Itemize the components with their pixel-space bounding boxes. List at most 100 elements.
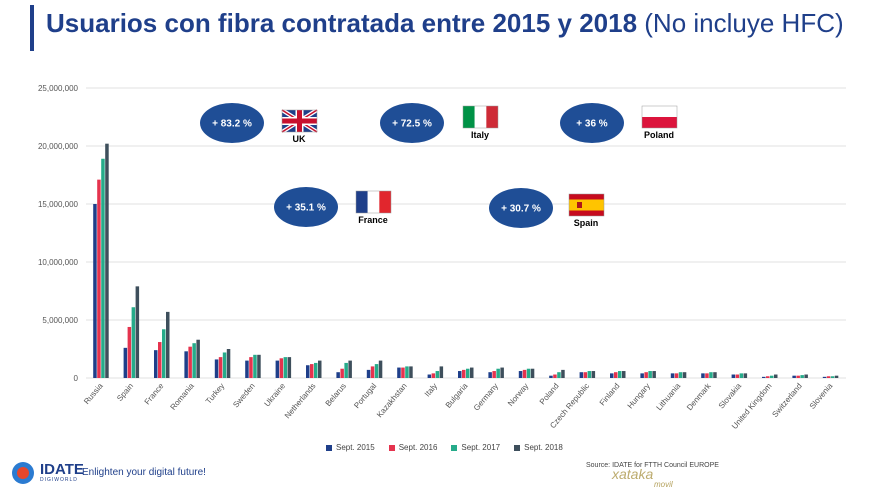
bar xyxy=(131,307,136,378)
xataka-watermark-sub: movil xyxy=(654,480,673,489)
growth-value: + 72.5 % xyxy=(392,119,432,130)
bar xyxy=(492,371,496,378)
bar xyxy=(553,374,557,378)
country-label: France xyxy=(358,215,388,225)
bar xyxy=(774,374,778,378)
bar xyxy=(830,376,835,378)
growth-value: + 36 % xyxy=(576,119,608,130)
bar xyxy=(822,376,827,378)
bar xyxy=(397,367,401,378)
bar xyxy=(218,357,223,378)
bar xyxy=(275,360,280,378)
bar xyxy=(344,362,348,378)
bar xyxy=(366,369,371,378)
growth-value: + 83.2 % xyxy=(212,119,252,130)
y-tick-label: 25,000,000 xyxy=(38,84,79,93)
legend-entry: Sept. 2015 xyxy=(326,443,375,452)
bar xyxy=(306,365,310,378)
legend-entry: Sept. 2016 xyxy=(388,443,438,452)
country-label: Spain xyxy=(574,218,599,228)
bar xyxy=(166,311,170,378)
title-accent-bar xyxy=(30,5,34,51)
growth-bubble xyxy=(489,188,553,228)
idate-logo-text: IDATE xyxy=(40,461,84,478)
bar xyxy=(800,375,804,378)
bar xyxy=(644,372,648,378)
bar xyxy=(462,369,466,378)
bar xyxy=(439,366,444,378)
source-note: Source: IDATE for FTTH Council EUROPE xyxy=(586,462,719,469)
x-tick-label: Denmark xyxy=(685,381,713,412)
bar xyxy=(713,372,717,378)
bar xyxy=(731,374,736,378)
x-tick-label: Lithuania xyxy=(655,381,683,412)
bar xyxy=(378,360,383,378)
x-tick-label: Sweden xyxy=(231,382,256,410)
bar xyxy=(766,376,770,378)
x-tick-label: Italy xyxy=(423,382,439,399)
growth-value: + 35.1 % xyxy=(286,203,326,214)
bar xyxy=(458,371,462,378)
bar xyxy=(526,368,531,378)
bar xyxy=(518,371,523,378)
legend-label: Sept. 2018 xyxy=(524,443,563,452)
legend-swatch xyxy=(388,444,395,451)
bar xyxy=(682,372,687,378)
bar xyxy=(557,372,561,378)
x-tick-label: Bulgaria xyxy=(444,381,470,410)
x-tick-label: Belarus xyxy=(324,382,348,409)
bar xyxy=(561,369,565,378)
bar xyxy=(792,375,796,378)
bar xyxy=(374,364,379,378)
bar xyxy=(340,368,344,378)
bar xyxy=(770,375,774,378)
growth-bubble xyxy=(200,103,264,143)
y-tick-label: 5,000,000 xyxy=(42,316,78,325)
bar xyxy=(257,354,261,378)
x-tick-label: France xyxy=(143,381,166,406)
bar xyxy=(226,349,231,378)
bar xyxy=(279,358,284,378)
x-tick-label: Spain xyxy=(115,382,135,403)
x-tick-label: Kazakhstan xyxy=(375,382,409,420)
bar xyxy=(500,367,504,378)
bar xyxy=(549,375,553,378)
bar xyxy=(488,372,492,378)
legend-entry: Sept. 2018 xyxy=(514,443,563,452)
growth-bubble xyxy=(560,103,624,143)
bar xyxy=(162,329,166,378)
legend-label: Sept. 2016 xyxy=(398,443,438,452)
bar xyxy=(496,368,500,378)
bar xyxy=(127,326,132,378)
bar xyxy=(470,367,474,378)
legend-swatch xyxy=(451,444,458,451)
title-subtitle: (No incluye HFC) xyxy=(644,8,844,38)
bar xyxy=(105,143,109,378)
bar xyxy=(253,354,257,378)
bar xyxy=(652,371,656,378)
bar xyxy=(587,371,592,378)
idate-logo-subtext: DIGIWORLD xyxy=(40,477,78,483)
bar xyxy=(192,343,196,378)
bar xyxy=(348,360,352,378)
bar xyxy=(222,352,227,378)
x-tick-label: Turkey xyxy=(204,382,226,406)
x-tick-label: Slovenia xyxy=(808,381,835,411)
bar xyxy=(336,372,340,378)
bar xyxy=(318,360,322,378)
x-tick-label: Ukraine xyxy=(263,381,288,408)
spain-flag-icon xyxy=(568,193,605,217)
bar xyxy=(530,368,535,378)
bar xyxy=(196,339,200,378)
y-tick-label: 20,000,000 xyxy=(38,142,79,151)
bar xyxy=(610,373,614,378)
y-tick-label: 0 xyxy=(74,374,79,383)
country-label: Italy xyxy=(471,130,489,140)
chart-legend: Sept. 2015 Sept. 2016 Sept. 2017 Sept. 2018 xyxy=(326,443,563,452)
bar xyxy=(522,369,527,378)
bar xyxy=(826,376,831,378)
bar xyxy=(101,158,105,378)
x-tick-label: Russia xyxy=(82,381,105,406)
legend-entry: Sept. 2017 xyxy=(451,443,500,452)
